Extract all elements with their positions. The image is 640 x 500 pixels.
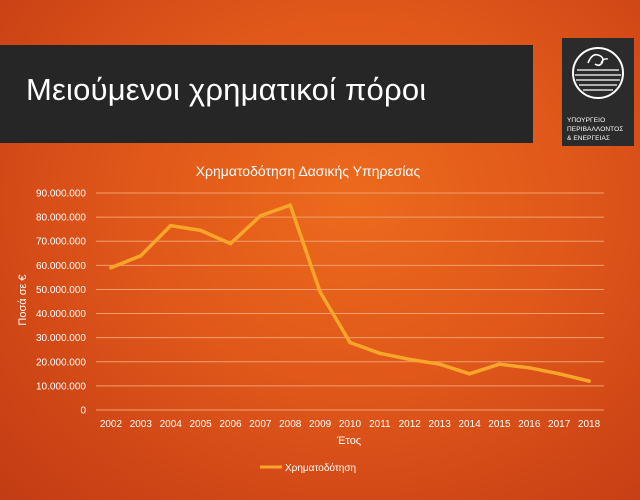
- data-point: [168, 223, 173, 228]
- y-tick-label: 40.000.000: [36, 309, 86, 320]
- x-tick-label: 2002: [100, 419, 123, 430]
- x-tick-label: 2016: [518, 419, 541, 430]
- x-axis-label: Έτος: [336, 435, 361, 447]
- data-point: [288, 203, 293, 207]
- chart-series: [109, 203, 591, 383]
- data-point: [497, 362, 502, 366]
- x-tick-label: 2007: [249, 419, 272, 430]
- chart-title: Χρηματοδότηση Δασικής Υπηρεσίας: [196, 163, 421, 179]
- ministry-name: ΥΠΟΥΡΓΕΙΟ ΠΕΡΙΒΑΛΛΟΝΤΟΣ & ΕΝΕΡΓΕΙΑΣ: [567, 116, 633, 143]
- data-point: [318, 290, 322, 294]
- data-point: [587, 379, 591, 383]
- ministry-name-line1: ΥΠΟΥΡΓΕΙΟ: [567, 117, 606, 124]
- x-tick-label: 2011: [369, 419, 391, 430]
- slide-title: Μειούμενοι χρηματικοί πόροι: [26, 72, 427, 107]
- y-axis-ticks: 0 10.000.000 20.000.000 30.000.000 40.000.00…: [36, 189, 87, 417]
- series-line: [109, 203, 591, 383]
- x-tick-label: 2005: [189, 419, 212, 430]
- data-point: [527, 366, 532, 370]
- ministry-name-line3: & ΕΝΕΡΓΕΙΑΣ: [567, 135, 611, 142]
- y-axis-label: Ποσά σε €: [17, 274, 29, 325]
- data-point: [378, 351, 382, 356]
- data-point: [348, 340, 352, 345]
- x-tick-label: 2014: [458, 419, 481, 430]
- x-tick-label: 2006: [219, 419, 242, 430]
- x-tick-label: 2018: [578, 419, 601, 430]
- ministry-name-line2: ΠΕΡΙΒΑΛΛΟΝΤΟΣ: [567, 126, 624, 133]
- y-tick-label: 50.000.000: [36, 285, 86, 296]
- y-tick-label: 20.000.000: [36, 357, 86, 368]
- data-point: [139, 253, 143, 258]
- data-point: [228, 241, 233, 246]
- data-point: [258, 214, 263, 218]
- ministry-emblem-icon: [572, 47, 624, 99]
- data-point: [407, 357, 412, 362]
- y-tick-label: 80.000.000: [36, 213, 86, 224]
- data-point: [109, 265, 113, 270]
- x-tick-label: 2009: [309, 419, 332, 430]
- y-tick-label: 60.000.000: [36, 261, 86, 272]
- y-tick-label: 70.000.000: [36, 237, 86, 248]
- x-tick-label: 2010: [339, 419, 362, 430]
- y-tick-label: 30.000.000: [36, 333, 86, 344]
- data-point: [467, 372, 472, 376]
- x-tick-label: 2008: [279, 419, 302, 430]
- x-tick-label: 2015: [488, 419, 511, 430]
- legend-label: Χρηματοδότηση: [285, 462, 356, 474]
- x-tick-label: 2012: [399, 419, 422, 430]
- x-axis-ticks: 2002 2003 2004 2005 2006 2007 2008 2009 2010 2011…: [100, 419, 601, 430]
- y-tick-label: 0: [80, 406, 86, 417]
- title-bar: [0, 45, 533, 143]
- data-point: [557, 372, 561, 376]
- y-tick-label: 10.000.000: [36, 381, 86, 392]
- data-point: [437, 362, 442, 366]
- x-tick-label: 2017: [548, 419, 571, 430]
- x-tick-label: 2013: [429, 419, 452, 430]
- y-tick-label: 90.000.000: [36, 189, 86, 200]
- x-tick-label: 2004: [160, 419, 183, 430]
- chart-legend: Χρηματοδότηση: [260, 462, 356, 474]
- data-point: [198, 228, 203, 233]
- chart-gridlines: [96, 192, 604, 411]
- x-tick-label: 2003: [130, 419, 153, 430]
- ministry-logo: ΥΠΟΥΡΓΕΙΟ ΠΕΡΙΒΑΛΛΟΝΤΟΣ & ΕΝΕΡΓΕΙΑΣ: [562, 38, 634, 146]
